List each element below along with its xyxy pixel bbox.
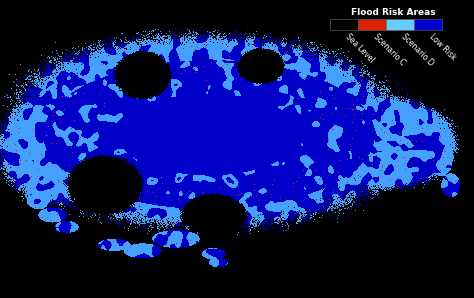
Bar	[330, 19, 358, 30]
Bar	[358, 19, 386, 30]
Bar	[386, 19, 414, 30]
Text: Scenario C: Scenario C	[372, 32, 407, 67]
Text: Sea Level: Sea Level	[344, 32, 376, 64]
Text: Scenario D: Scenario D	[400, 32, 436, 68]
Bar	[414, 19, 442, 30]
Text: Low Risk: Low Risk	[428, 32, 458, 62]
Text: Flood Risk Areas: Flood Risk Areas	[351, 8, 435, 17]
